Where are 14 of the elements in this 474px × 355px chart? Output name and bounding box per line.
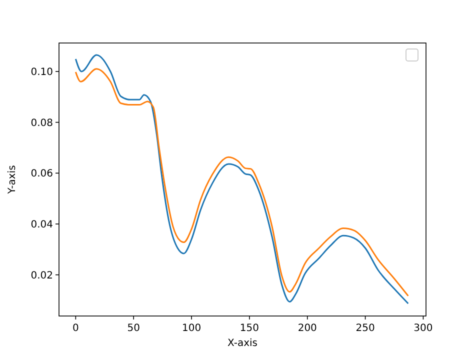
y-tick-label: 0.10 xyxy=(30,66,53,78)
x-axis-title: X-axis xyxy=(228,338,258,349)
y-tick-label: 0.02 xyxy=(30,270,53,282)
x-tick-label: 50 xyxy=(127,323,140,334)
x-tick-label: 200 xyxy=(298,323,317,334)
y-tick-label: 0.08 xyxy=(30,118,53,129)
y-tick-label: 0.04 xyxy=(30,219,53,230)
x-tick-label: 300 xyxy=(414,323,433,334)
x-tick-label: 250 xyxy=(356,323,375,334)
x-tick-label: 0 xyxy=(72,323,79,334)
y-axis-title: Y-axis xyxy=(7,165,18,195)
y-tick-label: 0.06 xyxy=(30,168,53,180)
x-tick-label: 150 xyxy=(240,323,259,334)
x-tick-label: 100 xyxy=(182,323,202,334)
